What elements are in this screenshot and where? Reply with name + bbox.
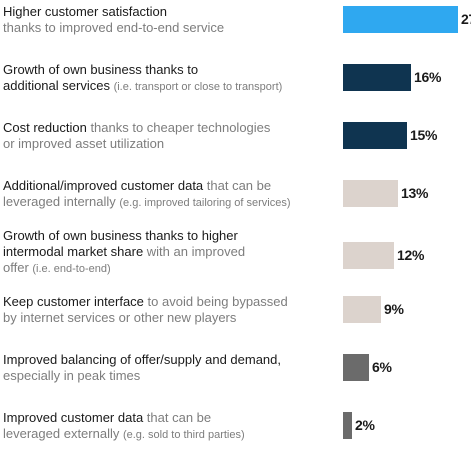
bar: [343, 122, 407, 149]
category-label: Cost reduction thanks to cheaper technol…: [3, 120, 338, 152]
value-label: 13%: [401, 185, 429, 201]
category-label-segment: Higher customer satisfaction: [3, 4, 168, 19]
category-label: Improved balancing of offer/supply and d…: [3, 352, 338, 384]
category-label-segment: (i.e. end-to-end): [32, 263, 111, 275]
value-label: 15%: [410, 127, 438, 143]
category-label-line: offer (i.e. end-to-end): [3, 260, 338, 277]
category-label-segment: (e.g. improved tailoring of services): [119, 197, 291, 209]
category-label-segment: leveraged internally: [3, 194, 120, 209]
category-label-line: Improved balancing of offer/supply and d…: [3, 352, 338, 368]
category-label-segment: thanks to improved end-to-end service: [3, 20, 225, 35]
category-label-line: by internet services or other new player…: [3, 310, 338, 326]
category-label-segment: Improved customer data: [3, 410, 147, 425]
category-label-line: additional services (i.e. transport or c…: [3, 78, 338, 95]
category-label-line: or improved asset utilization: [3, 136, 338, 152]
category-label-segment: Growth of own business thanks to: [3, 62, 199, 77]
bar: [343, 296, 381, 323]
category-label-segment: that can be: [206, 178, 272, 193]
bar-row: Improved customer data that can be levera…: [0, 410, 471, 460]
category-label-segment: (i.e. transport or close to transport): [113, 81, 283, 93]
category-label-segment: Keep customer interface: [3, 294, 148, 309]
bar-row: Improved balancing of offer/supply and d…: [0, 352, 471, 402]
category-label-segment: by internet services or other new player…: [3, 310, 237, 325]
category-label: Higher customer satisfaction thanks to im…: [3, 4, 338, 36]
category-label-segment: additional services: [3, 78, 114, 93]
value-label: 27%: [461, 11, 471, 27]
category-label-segment: or improved asset utilization: [3, 136, 165, 151]
category-label-segment: with an improved: [146, 244, 246, 259]
bar: [343, 412, 352, 439]
bar: [343, 64, 411, 91]
category-label-segment: leveraged externally: [3, 426, 123, 441]
value-label: 2%: [355, 417, 375, 433]
category-label-line: Growth of own business thanks to higher: [3, 228, 338, 244]
value-label: 12%: [397, 247, 425, 263]
bar-row: Growth of own business thanks to addition…: [0, 62, 471, 112]
category-label-line: thanks to improved end-to-end service: [3, 20, 338, 36]
category-label-line: especially in peak times: [3, 368, 338, 384]
category-label-segment: Additional/improved customer data: [3, 178, 207, 193]
category-label: Keep customer interface to avoid being b…: [3, 294, 338, 326]
category-label-line: Cost reduction thanks to cheaper technol…: [3, 120, 338, 136]
category-label-line: Additional/improved customer data that c…: [3, 178, 338, 194]
category-label-line: Higher customer satisfaction: [3, 4, 338, 20]
category-label-segment: intermodal market share: [3, 244, 147, 259]
category-label-segment: Cost reduction: [3, 120, 91, 135]
category-label: Additional/improved customer data that c…: [3, 178, 338, 211]
bar-row: Higher customer satisfaction thanks to im…: [0, 4, 471, 54]
category-label-line: leveraged internally (e.g. improved tail…: [3, 194, 338, 211]
category-label-segment: thanks to cheaper technologies: [90, 120, 271, 135]
bar-row: Keep customer interface to avoid being b…: [0, 294, 471, 344]
category-label-line: Growth of own business thanks to: [3, 62, 338, 78]
bar: [343, 180, 398, 207]
value-label: 6%: [372, 359, 392, 375]
category-label: Growth of own business thanks to addition…: [3, 62, 338, 95]
category-label-line: Keep customer interface to avoid being b…: [3, 294, 338, 310]
category-label: Improved customer data that can be levera…: [3, 410, 338, 443]
bar-row: Additional/improved customer data that c…: [0, 178, 471, 228]
category-label-segment: Growth of own business thanks to higher: [3, 228, 238, 243]
bar: [343, 6, 458, 33]
category-label-line: intermodal market share with an improved: [3, 244, 338, 260]
bar: [343, 242, 394, 269]
category-label-segment: especially in peak times: [3, 368, 141, 383]
bar-row: Growth of own business thanks to higher i…: [0, 228, 471, 278]
category-label-segment: to avoid being bypassed: [147, 294, 288, 309]
category-label: Growth of own business thanks to higher i…: [3, 228, 338, 277]
value-label: 16%: [414, 69, 442, 85]
category-label-segment: (e.g. sold to third parties): [122, 429, 245, 441]
category-label-segment: Improved balancing of offer/supply and d…: [3, 352, 281, 367]
category-label-segment: offer: [3, 260, 33, 275]
category-label-line: leveraged externally (e.g. sold to third…: [3, 426, 338, 443]
bar: [343, 354, 369, 381]
value-label: 9%: [384, 301, 404, 317]
category-label-segment: that can be: [146, 410, 212, 425]
category-label-line: Improved customer data that can be: [3, 410, 338, 426]
bar-row: Cost reduction thanks to cheaper technol…: [0, 120, 471, 170]
